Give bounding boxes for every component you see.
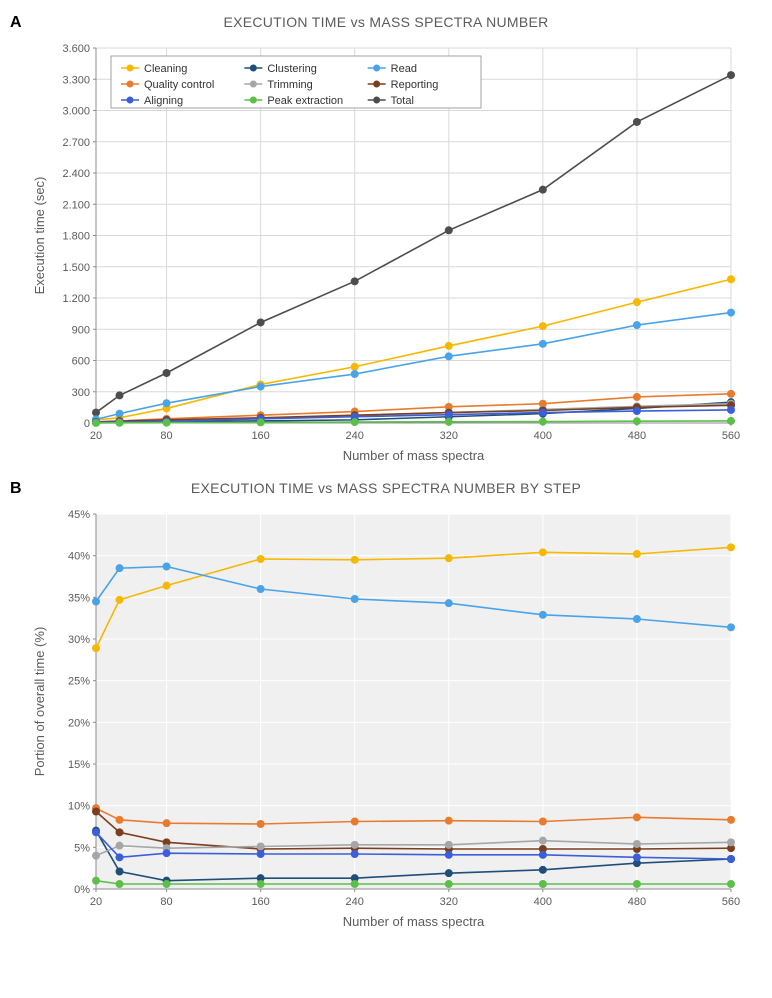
- chart-a-title: EXECUTION TIME vs MASS SPECTRA NUMBER: [10, 14, 762, 30]
- svg-text:Aligning: Aligning: [144, 95, 183, 107]
- panel-a-wrap: A EXECUTION TIME vs MASS SPECTRA NUMBER …: [10, 14, 762, 468]
- svg-text:2.100: 2.100: [62, 199, 90, 211]
- svg-text:0%: 0%: [74, 884, 90, 896]
- svg-text:30%: 30%: [68, 634, 90, 646]
- svg-text:300: 300: [72, 387, 90, 399]
- svg-text:Peak extraction: Peak extraction: [267, 95, 343, 107]
- svg-text:Cleaning: Cleaning: [144, 63, 187, 75]
- svg-text:10%: 10%: [68, 801, 90, 813]
- svg-text:560: 560: [722, 430, 740, 442]
- svg-text:5%: 5%: [74, 842, 90, 854]
- svg-text:3.300: 3.300: [62, 74, 90, 86]
- svg-text:1.200: 1.200: [62, 293, 90, 305]
- svg-text:40%: 40%: [68, 551, 90, 563]
- svg-text:1.500: 1.500: [62, 262, 90, 274]
- chart-b-title: EXECUTION TIME vs MASS SPECTRA NUMBER BY…: [10, 480, 762, 496]
- svg-text:240: 240: [346, 430, 364, 442]
- svg-text:25%: 25%: [68, 676, 90, 688]
- svg-text:35%: 35%: [68, 592, 90, 604]
- svg-text:Execution time (sec): Execution time (sec): [32, 177, 47, 295]
- svg-text:480: 480: [628, 896, 646, 908]
- svg-text:480: 480: [628, 430, 646, 442]
- svg-text:2.400: 2.400: [62, 168, 90, 180]
- chart-a: 0 300 600 900 1.200 1.500 1.800 2.100 2.400 2.700…: [26, 38, 746, 468]
- svg-text:1.800: 1.800: [62, 231, 90, 243]
- svg-text:320: 320: [440, 896, 458, 908]
- svg-text:20: 20: [90, 430, 102, 442]
- svg-text:160: 160: [251, 896, 269, 908]
- svg-text:240: 240: [346, 896, 364, 908]
- svg-text:3.000: 3.000: [62, 106, 90, 118]
- svg-text:20: 20: [90, 896, 102, 908]
- svg-text:600: 600: [72, 356, 90, 368]
- svg-text:Portion of overall time (%): Portion of overall time (%): [32, 627, 47, 777]
- panel-b-label: B: [10, 480, 22, 498]
- svg-text:Number of mass spectra: Number of mass spectra: [343, 914, 485, 929]
- svg-text:20%: 20%: [68, 717, 90, 729]
- svg-text:Trimming: Trimming: [267, 79, 312, 91]
- chart-b: 0% 5% 10% 15% 20% 25% 30% 35% 40% 45% 20 80 160 240 32…: [26, 504, 746, 934]
- svg-text:Clustering: Clustering: [267, 63, 317, 75]
- svg-text:80: 80: [160, 896, 172, 908]
- svg-text:Quality control: Quality control: [144, 79, 214, 91]
- panel-b-wrap: B EXECUTION TIME vs MASS SPECTRA NUMBER …: [10, 480, 762, 934]
- svg-text:400: 400: [534, 430, 552, 442]
- panel-a-label: A: [10, 14, 22, 32]
- svg-text:3.600: 3.600: [62, 43, 90, 55]
- svg-text:900: 900: [72, 324, 90, 336]
- svg-text:160: 160: [251, 430, 269, 442]
- svg-text:560: 560: [722, 896, 740, 908]
- svg-text:Total: Total: [391, 95, 414, 107]
- svg-text:0: 0: [84, 418, 90, 430]
- svg-text:Reporting: Reporting: [391, 79, 439, 91]
- svg-text:80: 80: [160, 430, 172, 442]
- svg-text:Number of mass spectra: Number of mass spectra: [343, 448, 485, 463]
- svg-text:15%: 15%: [68, 759, 90, 771]
- svg-text:400: 400: [534, 896, 552, 908]
- svg-text:320: 320: [440, 430, 458, 442]
- svg-text:Read: Read: [391, 63, 417, 75]
- svg-text:45%: 45%: [68, 509, 90, 521]
- svg-text:2.700: 2.700: [62, 137, 90, 149]
